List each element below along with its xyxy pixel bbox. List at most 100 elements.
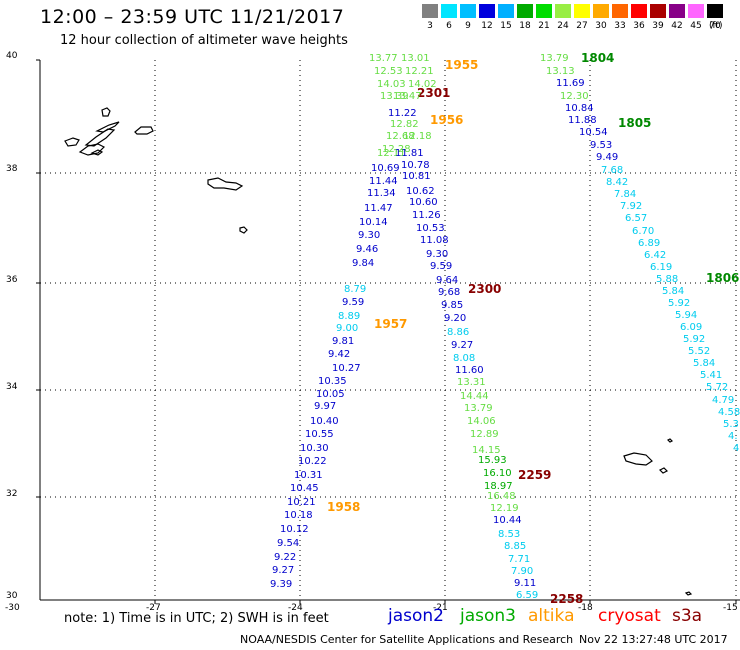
swh-value-a: 9.81 (332, 336, 355, 347)
swh-value-a: 13.39 (380, 91, 409, 102)
swh-value-a: 8.53 (498, 529, 521, 540)
swh-value-a: 13.31 (457, 377, 486, 388)
swh-value-b: 5.92 (668, 298, 691, 309)
scale-tick-label: 3 (427, 21, 433, 31)
legend-altika: altika (528, 606, 575, 626)
swh-value-a: 9.11 (514, 578, 537, 589)
swh-value-a: 9.00 (336, 323, 359, 334)
swh-value-b: 5.84 (662, 286, 685, 297)
swh-value-a: 11.60 (455, 365, 484, 376)
scale-swatch (460, 4, 476, 18)
swh-value-a: 10.35 (318, 376, 347, 387)
scale-tick-label: 6 (446, 21, 452, 31)
scale-tick-label: 70 (709, 21, 721, 31)
swh-value-a: 8.08 (453, 353, 476, 364)
island-corvo (101, 107, 111, 117)
scale-tick-label: 18 (519, 21, 531, 31)
swh-value-a: 13.77 (369, 53, 398, 64)
swh-value-a: 9.22 (274, 552, 297, 563)
swh-value-a: 9.59 (342, 297, 365, 308)
swh-value-a: 12.89 (470, 429, 499, 440)
swh-value-b: 4.58 (718, 407, 740, 418)
swh-value-b: 9.49 (596, 152, 619, 163)
swh-value-a: 9.39 (270, 579, 293, 590)
lon-label: -18 (578, 603, 593, 613)
island-saomiguel (207, 177, 244, 191)
swh-value-a: 11.47 (364, 203, 393, 214)
swh-value-a: 14.06 (467, 416, 496, 427)
swh-value-a: 9.30 (426, 249, 449, 260)
swh-value-a: 13.01 (401, 53, 430, 64)
swh-value-a: 11.26 (412, 210, 441, 221)
lon-label: -21 (433, 603, 448, 613)
swh-value-a: 10.60 (409, 197, 438, 208)
swh-value-a: 9.20 (444, 313, 467, 324)
swh-value-a: 14.44 (460, 391, 489, 402)
swh-value-a: 13.79 (464, 403, 493, 414)
scale-tick-label: 21 (538, 21, 550, 31)
swh-value-a: 10.53 (416, 223, 445, 234)
scale-unit-label: (ft) (709, 21, 723, 31)
swh-value-a: 10.30 (300, 443, 329, 454)
islet-selvagens (684, 591, 693, 596)
pass-time-label: 2258 (550, 592, 584, 606)
swh-value-a: 16.10 (483, 468, 512, 479)
swh-value-b: 10.54 (579, 127, 608, 138)
swh-value-a: 10.05 (316, 389, 345, 400)
swh-value-a: 7.90 (511, 566, 534, 577)
scale-swatch (536, 4, 552, 18)
swh-value-a: 11.81 (395, 148, 424, 159)
swh-value-a: 12.18 (403, 131, 432, 142)
swh-value-a: 9.54 (277, 538, 300, 549)
scale-swatch (422, 4, 438, 18)
swh-value-a: 12.28 (382, 144, 411, 155)
island-santamaria (239, 226, 248, 234)
swh-value-a: 10.21 (287, 497, 316, 508)
swh-value-b: 6.42 (644, 250, 667, 261)
legend-jason3: jason3 (460, 606, 516, 626)
swh-value-a: 10.27 (332, 363, 361, 374)
scale-swatch (441, 4, 457, 18)
swh-value-b: 9.53 (590, 140, 613, 151)
swh-value-b: 12.30 (560, 91, 589, 102)
lat-label: 38 (6, 164, 18, 174)
swh-value-a: 10.62 (406, 186, 435, 197)
scale-tick-label: 27 (576, 21, 588, 31)
scale-swatch (688, 4, 704, 18)
lon-label: -30 (5, 603, 20, 613)
swh-value-b: 6.09 (680, 322, 703, 333)
swh-value-b: 5.41 (700, 370, 723, 381)
swh-value-a: 14.02 (408, 79, 437, 90)
swh-value-a: 10.69 (371, 163, 400, 174)
page-title: 12:00 – 23:59 UTC 11/21/2017 (40, 6, 345, 28)
scale-tick-label: 36 (633, 21, 645, 31)
swh-value-a: 11.44 (369, 176, 398, 187)
scale-swatch (669, 4, 685, 18)
swh-value-a: 10.22 (298, 456, 327, 467)
swh-value-a: 9.30 (358, 230, 381, 241)
swh-value-b: 6.57 (625, 213, 648, 224)
scale-tick-label: 9 (465, 21, 471, 31)
island-saojorge (95, 121, 120, 133)
swh-value-a: 10.14 (359, 217, 388, 228)
swh-value-a: 10.18 (284, 510, 313, 521)
swh-value-b: 5.94 (675, 310, 698, 321)
swh-value-a: 18.97 (484, 481, 513, 492)
scale-tick-label: 45 (690, 21, 702, 31)
footer-note: note: 1) Time is in UTC; 2) SWH is in fe… (64, 611, 329, 626)
swh-value-a: 10.78 (401, 160, 430, 171)
swh-value-a: 7.71 (508, 554, 531, 565)
swh-value-a: 9.64 (436, 275, 459, 286)
swh-value-a: 9.27 (451, 340, 474, 351)
swh-value-a: 8.89 (338, 311, 361, 322)
swh-value-a: 12.82 (390, 119, 419, 130)
swh-value-a: 9.46 (356, 244, 379, 255)
scale-tick-label: 12 (481, 21, 493, 31)
scale-swatch (631, 4, 647, 18)
island-portosanto (658, 467, 669, 474)
swh-value-a: 12.11 (377, 148, 406, 159)
lat-label: 40 (6, 51, 18, 61)
swh-value-a: 10.45 (290, 483, 319, 494)
island-pico (84, 128, 116, 147)
